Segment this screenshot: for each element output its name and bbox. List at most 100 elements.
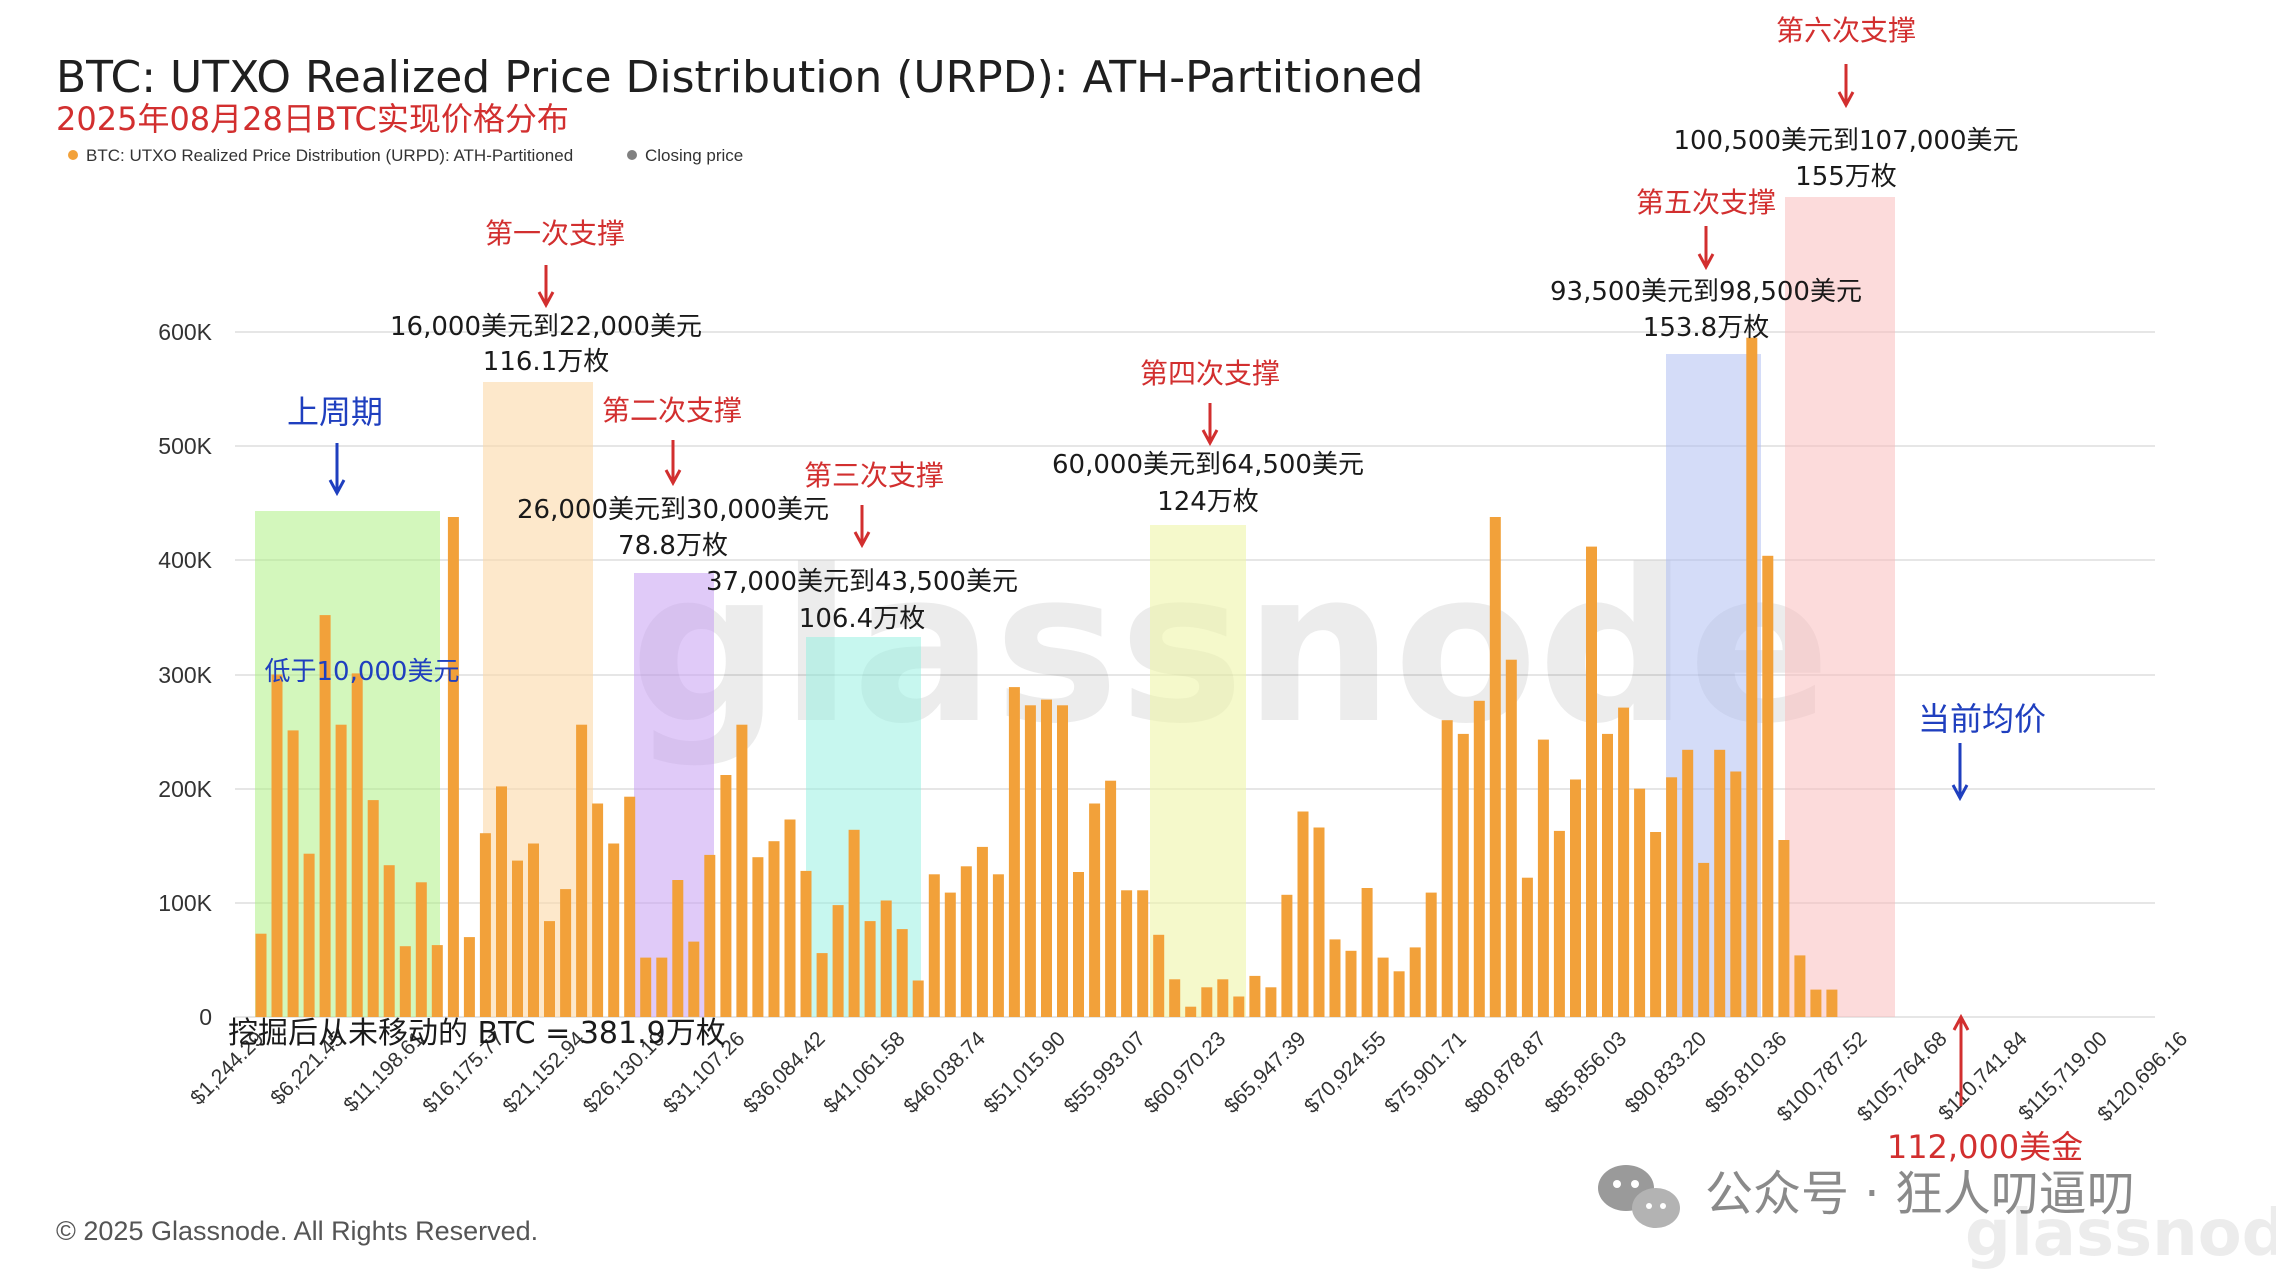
urpd-bar[interactable]	[1537, 739, 1549, 1017]
urpd-bar[interactable]	[1746, 337, 1758, 1017]
urpd-bar[interactable]	[1778, 840, 1790, 1017]
urpd-bar[interactable]	[1409, 947, 1421, 1017]
urpd-bar[interactable]	[720, 775, 732, 1017]
urpd-bar[interactable]	[1121, 890, 1133, 1017]
urpd-bar[interactable]	[1233, 996, 1245, 1018]
urpd-bar[interactable]	[415, 882, 427, 1017]
urpd-bar[interactable]	[1521, 877, 1533, 1017]
urpd-bar[interactable]	[1185, 1006, 1197, 1017]
urpd-bar[interactable]	[864, 921, 876, 1017]
urpd-bar[interactable]	[447, 517, 459, 1018]
urpd-bar[interactable]	[1057, 705, 1068, 1017]
urpd-bar[interactable]	[736, 724, 748, 1017]
urpd-bar[interactable]	[1297, 811, 1309, 1018]
urpd-bar[interactable]	[752, 857, 764, 1017]
urpd-bar[interactable]	[1682, 749, 1694, 1017]
urpd-bar[interactable]	[768, 841, 780, 1017]
urpd-bar[interactable]	[1650, 832, 1662, 1017]
urpd-bar[interactable]	[1762, 555, 1774, 1017]
urpd-bar[interactable]	[800, 870, 812, 1017]
urpd-bar[interactable]	[287, 730, 299, 1017]
urpd-bar[interactable]	[1041, 699, 1052, 1017]
urpd-bar[interactable]	[335, 724, 347, 1017]
urpd-bar[interactable]	[383, 865, 395, 1017]
urpd-bar[interactable]	[704, 854, 716, 1017]
urpd-bar[interactable]	[816, 953, 828, 1017]
urpd-bar[interactable]	[624, 796, 636, 1017]
urpd-bar[interactable]	[367, 800, 379, 1017]
urpd-bar[interactable]	[960, 866, 972, 1017]
urpd-bar[interactable]	[880, 900, 892, 1018]
urpd-bar[interactable]	[560, 889, 572, 1017]
urpd-bar[interactable]	[399, 946, 411, 1017]
urpd-bar[interactable]	[1794, 955, 1806, 1017]
urpd-bar[interactable]	[1553, 830, 1565, 1017]
urpd-bar[interactable]	[1281, 894, 1293, 1017]
urpd-bar[interactable]	[271, 674, 283, 1018]
urpd-bar[interactable]	[1441, 720, 1453, 1017]
urpd-bar[interactable]	[1329, 939, 1341, 1017]
urpd-bar[interactable]	[1714, 749, 1726, 1017]
legend-label-urpd[interactable]: BTC: UTXO Realized Price Distribution (U…	[86, 146, 573, 165]
urpd-bar[interactable]	[512, 860, 523, 1017]
urpd-bar[interactable]	[319, 615, 331, 1017]
urpd-bar[interactable]	[912, 980, 924, 1018]
legend-label-closing-price[interactable]: Closing price	[645, 146, 743, 165]
urpd-bar[interactable]	[1345, 950, 1357, 1017]
urpd-bar[interactable]	[463, 937, 475, 1017]
urpd-bar[interactable]	[1105, 780, 1117, 1017]
urpd-bar[interactable]	[1698, 862, 1710, 1017]
urpd-bar[interactable]	[303, 853, 315, 1017]
urpd-bar[interactable]	[1361, 888, 1373, 1017]
urpd-bar[interactable]	[1008, 687, 1020, 1017]
urpd-bar[interactable]	[848, 829, 860, 1017]
urpd-bar[interactable]	[1618, 707, 1630, 1017]
urpd-bar[interactable]	[1666, 777, 1678, 1017]
urpd-bar[interactable]	[1024, 705, 1036, 1017]
urpd-bar[interactable]	[656, 957, 668, 1017]
urpd-bar[interactable]	[1377, 957, 1389, 1017]
urpd-bar[interactable]	[1153, 934, 1165, 1017]
urpd-bar[interactable]	[784, 819, 796, 1018]
urpd-bar[interactable]	[1313, 827, 1325, 1018]
urpd-bar[interactable]	[1073, 872, 1084, 1017]
urpd-bar[interactable]	[1634, 788, 1646, 1017]
urpd-bar[interactable]	[255, 933, 267, 1017]
urpd-bar[interactable]	[479, 833, 491, 1017]
urpd-bar[interactable]	[1137, 890, 1149, 1017]
urpd-bar[interactable]	[992, 874, 1004, 1017]
urpd-bar[interactable]	[1425, 892, 1437, 1017]
urpd-bar[interactable]	[640, 957, 652, 1017]
urpd-bar[interactable]	[688, 941, 700, 1017]
urpd-bar[interactable]	[1169, 979, 1181, 1017]
urpd-bar[interactable]	[896, 929, 908, 1017]
urpd-bar[interactable]	[496, 786, 507, 1017]
urpd-bar[interactable]	[608, 843, 620, 1018]
urpd-bar[interactable]	[672, 880, 684, 1017]
urpd-bar[interactable]	[528, 843, 539, 1018]
urpd-bar[interactable]	[976, 846, 988, 1017]
urpd-bar[interactable]	[928, 874, 940, 1017]
urpd-bar[interactable]	[1089, 803, 1101, 1018]
urpd-bar[interactable]	[1730, 771, 1742, 1018]
urpd-bar[interactable]	[431, 945, 443, 1017]
urpd-bar[interactable]	[1810, 989, 1822, 1017]
urpd-bar[interactable]	[832, 905, 844, 1017]
urpd-bar[interactable]	[1393, 971, 1405, 1017]
urpd-bar[interactable]	[1602, 733, 1613, 1017]
urpd-bar[interactable]	[1586, 546, 1597, 1017]
urpd-bar[interactable]	[1570, 779, 1581, 1018]
urpd-bar[interactable]	[1505, 659, 1517, 1017]
urpd-bar[interactable]	[592, 803, 604, 1018]
urpd-bar[interactable]	[1457, 733, 1469, 1017]
urpd-bar[interactable]	[1826, 989, 1838, 1017]
urpd-bar[interactable]	[1265, 987, 1277, 1017]
urpd-bar[interactable]	[944, 892, 956, 1017]
urpd-bar[interactable]	[544, 921, 555, 1017]
urpd-bar[interactable]	[351, 673, 363, 1017]
urpd-bar[interactable]	[1473, 700, 1485, 1017]
urpd-bar[interactable]	[1217, 979, 1229, 1017]
urpd-bar[interactable]	[576, 724, 588, 1017]
urpd-bar[interactable]	[1489, 517, 1501, 1018]
urpd-bar[interactable]	[1201, 987, 1213, 1017]
